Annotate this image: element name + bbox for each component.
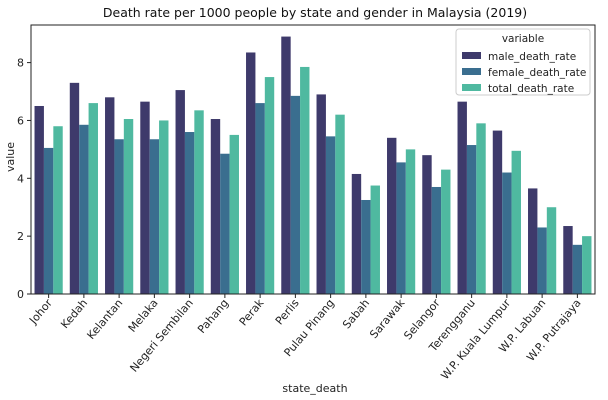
x-tick-label: Kedah: [58, 297, 90, 332]
bar-male_death_rate-2: [105, 97, 115, 294]
bar-female_death_rate-4: [184, 132, 195, 294]
bar-total_death_rate-5: [229, 134, 239, 294]
bar-female_death_rate-8: [325, 136, 336, 294]
bar-female_death_rate-9: [361, 199, 371, 294]
legend: variable male_death_rate female_death_rate…: [455, 28, 591, 96]
bar-total_death_rate-15: [582, 236, 592, 294]
x-tick-label: Perlis: [273, 296, 302, 327]
bar-male_death_rate-13: [492, 130, 503, 294]
bar-female_death_rate-3: [149, 139, 160, 294]
bar-total_death_rate-0: [53, 126, 63, 295]
x-tick-label: Sabah: [340, 297, 372, 332]
x-tick-label: Perak: [237, 296, 267, 328]
legend-label-female_death_rate: female_death_rate: [488, 67, 586, 79]
bar-male_death_rate-15: [563, 226, 573, 294]
bar-total_death_rate-9: [370, 185, 380, 294]
bar-total_death_rate-11: [441, 169, 451, 294]
legend-title: variable: [502, 33, 544, 45]
bar-female_death_rate-11: [431, 186, 442, 294]
bar-total_death_rate-13: [511, 150, 521, 294]
bar-female_death_rate-15: [572, 244, 583, 294]
legend-label-male_death_rate: male_death_rate: [488, 51, 576, 63]
bar-female_death_rate-13: [502, 172, 512, 294]
x-tick-label: Pahang: [195, 297, 231, 336]
x-tick-label: Melaka: [126, 297, 161, 335]
bar-male_death_rate-5: [210, 119, 221, 294]
x-tick-label: Kelantan: [84, 297, 125, 342]
bar-total_death_rate-8: [335, 114, 345, 294]
bar-male_death_rate-1: [69, 82, 80, 294]
bar-male_death_rate-14: [528, 188, 538, 294]
bar-total_death_rate-6: [264, 77, 275, 294]
bar-total_death_rate-12: [476, 123, 486, 294]
plot-frame: [30, 24, 596, 295]
bar-total_death_rate-2: [123, 119, 134, 294]
bar-total_death_rate-14: [546, 207, 557, 294]
bar-total_death_rate-4: [194, 110, 204, 294]
bar-male_death_rate-4: [175, 90, 185, 294]
y-tick-label: 2: [17, 230, 24, 243]
bar-male_death_rate-3: [140, 101, 150, 295]
y-ticks-group: 0 2 4 6 8: [17, 57, 31, 301]
bar-male_death_rate-10: [387, 137, 397, 294]
bar-female_death_rate-5: [220, 153, 230, 294]
legend-swatch-total_death_rate: [462, 84, 481, 91]
axes-group: [30, 24, 596, 295]
bar-male_death_rate-11: [422, 155, 432, 294]
legend-swatch-male_death_rate: [462, 52, 481, 59]
bars-group: [34, 36, 592, 295]
bar-total_death_rate-7: [300, 66, 310, 294]
bar-male_death_rate-12: [457, 101, 467, 295]
bar-total_death_rate-10: [405, 149, 416, 294]
chart-title: Death rate per 1000 people by state and …: [103, 5, 527, 20]
legend-label-total_death_rate: total_death_rate: [488, 83, 574, 95]
bar-female_death_rate-7: [290, 95, 301, 295]
y-tick-label: 4: [17, 172, 24, 185]
bar-total_death_rate-3: [159, 120, 169, 294]
x-tick-label: Johor: [26, 296, 55, 327]
bar-female_death_rate-12: [466, 145, 477, 294]
bar-male_death_rate-8: [316, 94, 326, 294]
bar-female_death_rate-10: [396, 162, 406, 294]
bar-female_death_rate-1: [79, 124, 89, 294]
y-tick-label: 8: [17, 57, 24, 70]
bar-female_death_rate-2: [114, 139, 124, 294]
bar-female_death_rate-6: [255, 103, 265, 294]
y-tick-label: 6: [17, 114, 24, 127]
legend-box: [455, 28, 591, 96]
x-tick-label: Negeri Sembilan: [127, 297, 196, 375]
bar-male_death_rate-0: [34, 105, 44, 295]
bar-female_death_rate-14: [537, 227, 547, 294]
bar-female_death_rate-0: [43, 147, 54, 294]
y-axis-title: value: [4, 142, 17, 172]
bar-male_death_rate-9: [351, 173, 362, 294]
legend-swatch-female_death_rate: [462, 68, 481, 75]
x-axis-title: state_death: [282, 382, 347, 395]
y-tick-label: 0: [17, 288, 24, 301]
bar-male_death_rate-6: [246, 52, 256, 295]
bar-total_death_rate-1: [88, 103, 98, 294]
bar-male_death_rate-7: [281, 36, 291, 294]
